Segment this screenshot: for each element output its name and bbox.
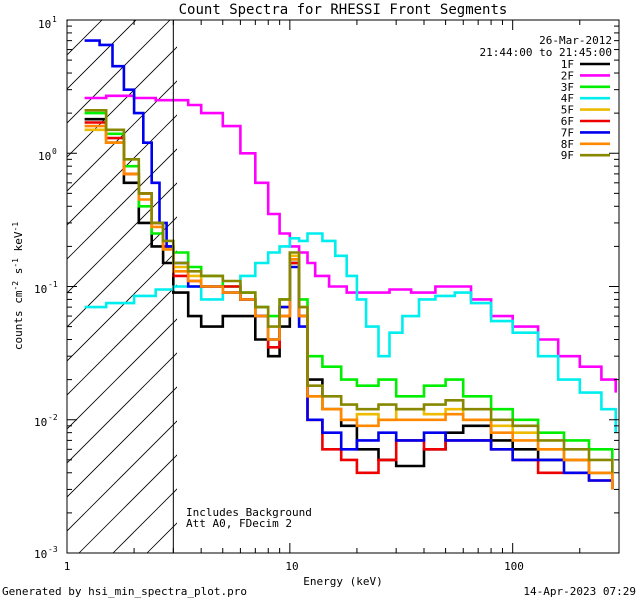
legend-label-8F: 8F — [561, 138, 574, 151]
hatch-line — [0, 0, 67, 553]
hatch-line — [67, 114, 177, 226]
legend-label-5F: 5F — [561, 104, 574, 117]
note-background: Includes Background — [186, 506, 312, 519]
hatch-line — [67, 148, 177, 260]
x-axis-label: Energy (keV) — [303, 575, 382, 588]
svg-text:10: 10 — [34, 548, 47, 561]
y-axis-label: counts cm-2 s-1 keV-1 — [11, 222, 25, 350]
time-range-label: 21:44:00 to 21:45:00 — [480, 46, 612, 59]
hatch-line — [67, 182, 177, 294]
hatch-line — [67, 318, 177, 430]
hatch-line — [67, 20, 103, 56]
legend-label-1F: 1F — [561, 58, 574, 71]
y-tick-label-1e-1: 10 -1 — [34, 280, 58, 296]
hatch-line — [215, 0, 640, 553]
series-line-2F — [84, 94, 617, 393]
y-tick-label-1e1: 10 1 — [38, 15, 57, 31]
note-attenuator: Att A0, FDecim 2 — [186, 517, 292, 530]
hatch-line — [67, 20, 171, 124]
hatch-line — [67, 250, 177, 362]
legend-label-3F: 3F — [561, 81, 574, 94]
svg-text:10: 10 — [34, 416, 47, 429]
date-label: 26-Mar-2012 — [539, 34, 612, 47]
svg-text:-1: -1 — [48, 280, 58, 289]
svg-text:-3: -3 — [48, 545, 58, 554]
hatch-line — [67, 80, 177, 192]
legend-label-7F: 7F — [561, 126, 574, 139]
x-tick-label-1: 1 — [64, 560, 71, 573]
chart-title: Count Spectra for RHESSI Front Segments — [179, 2, 508, 18]
footer-generated-by: Generated by hsi_min_spectra_plot.pro — [2, 585, 247, 598]
hatch-line — [78, 454, 177, 553]
series-line-4F — [84, 232, 617, 433]
hatch-line — [67, 420, 177, 532]
svg-text:0: 0 — [52, 147, 57, 156]
series-group — [84, 39, 617, 490]
svg-text:-2: -2 — [48, 413, 58, 422]
hatch-line — [67, 46, 177, 158]
hatch-line — [67, 20, 137, 90]
series-line-8F — [84, 124, 614, 490]
legend-label-9F: 9F — [561, 149, 574, 162]
hatch-line — [67, 386, 177, 498]
hatch-line — [249, 0, 640, 553]
svg-text:10: 10 — [38, 18, 51, 31]
series-line-9F — [84, 109, 614, 473]
hatch-line — [67, 216, 177, 328]
series-line-7F — [84, 39, 614, 490]
svg-text:10: 10 — [38, 150, 51, 163]
x-tick-label-100: 100 — [504, 560, 524, 573]
legend-label-6F: 6F — [561, 115, 574, 128]
legend-label-2F: 2F — [561, 69, 574, 82]
hatch-line — [67, 352, 177, 464]
series-line-5F — [84, 128, 614, 490]
y-tick-label-1e-2: 10 -2 — [34, 413, 58, 429]
y-tick-label-1e-3: 10 -3 — [34, 545, 58, 561]
svg-text:counts cm-2 s-1 keV-1: counts cm-2 s-1 keV-1 — [11, 222, 25, 350]
axis-ticks — [66, 20, 620, 554]
x-tick-label-10: 10 — [285, 560, 298, 573]
legend-label-4F: 4F — [561, 92, 574, 105]
footer-timestamp: 14-Apr-2023 07:29 — [523, 585, 636, 598]
svg-text:10: 10 — [34, 283, 47, 296]
y-tick-label-1e0: 10 0 — [38, 147, 57, 163]
svg-text:1: 1 — [52, 15, 57, 24]
